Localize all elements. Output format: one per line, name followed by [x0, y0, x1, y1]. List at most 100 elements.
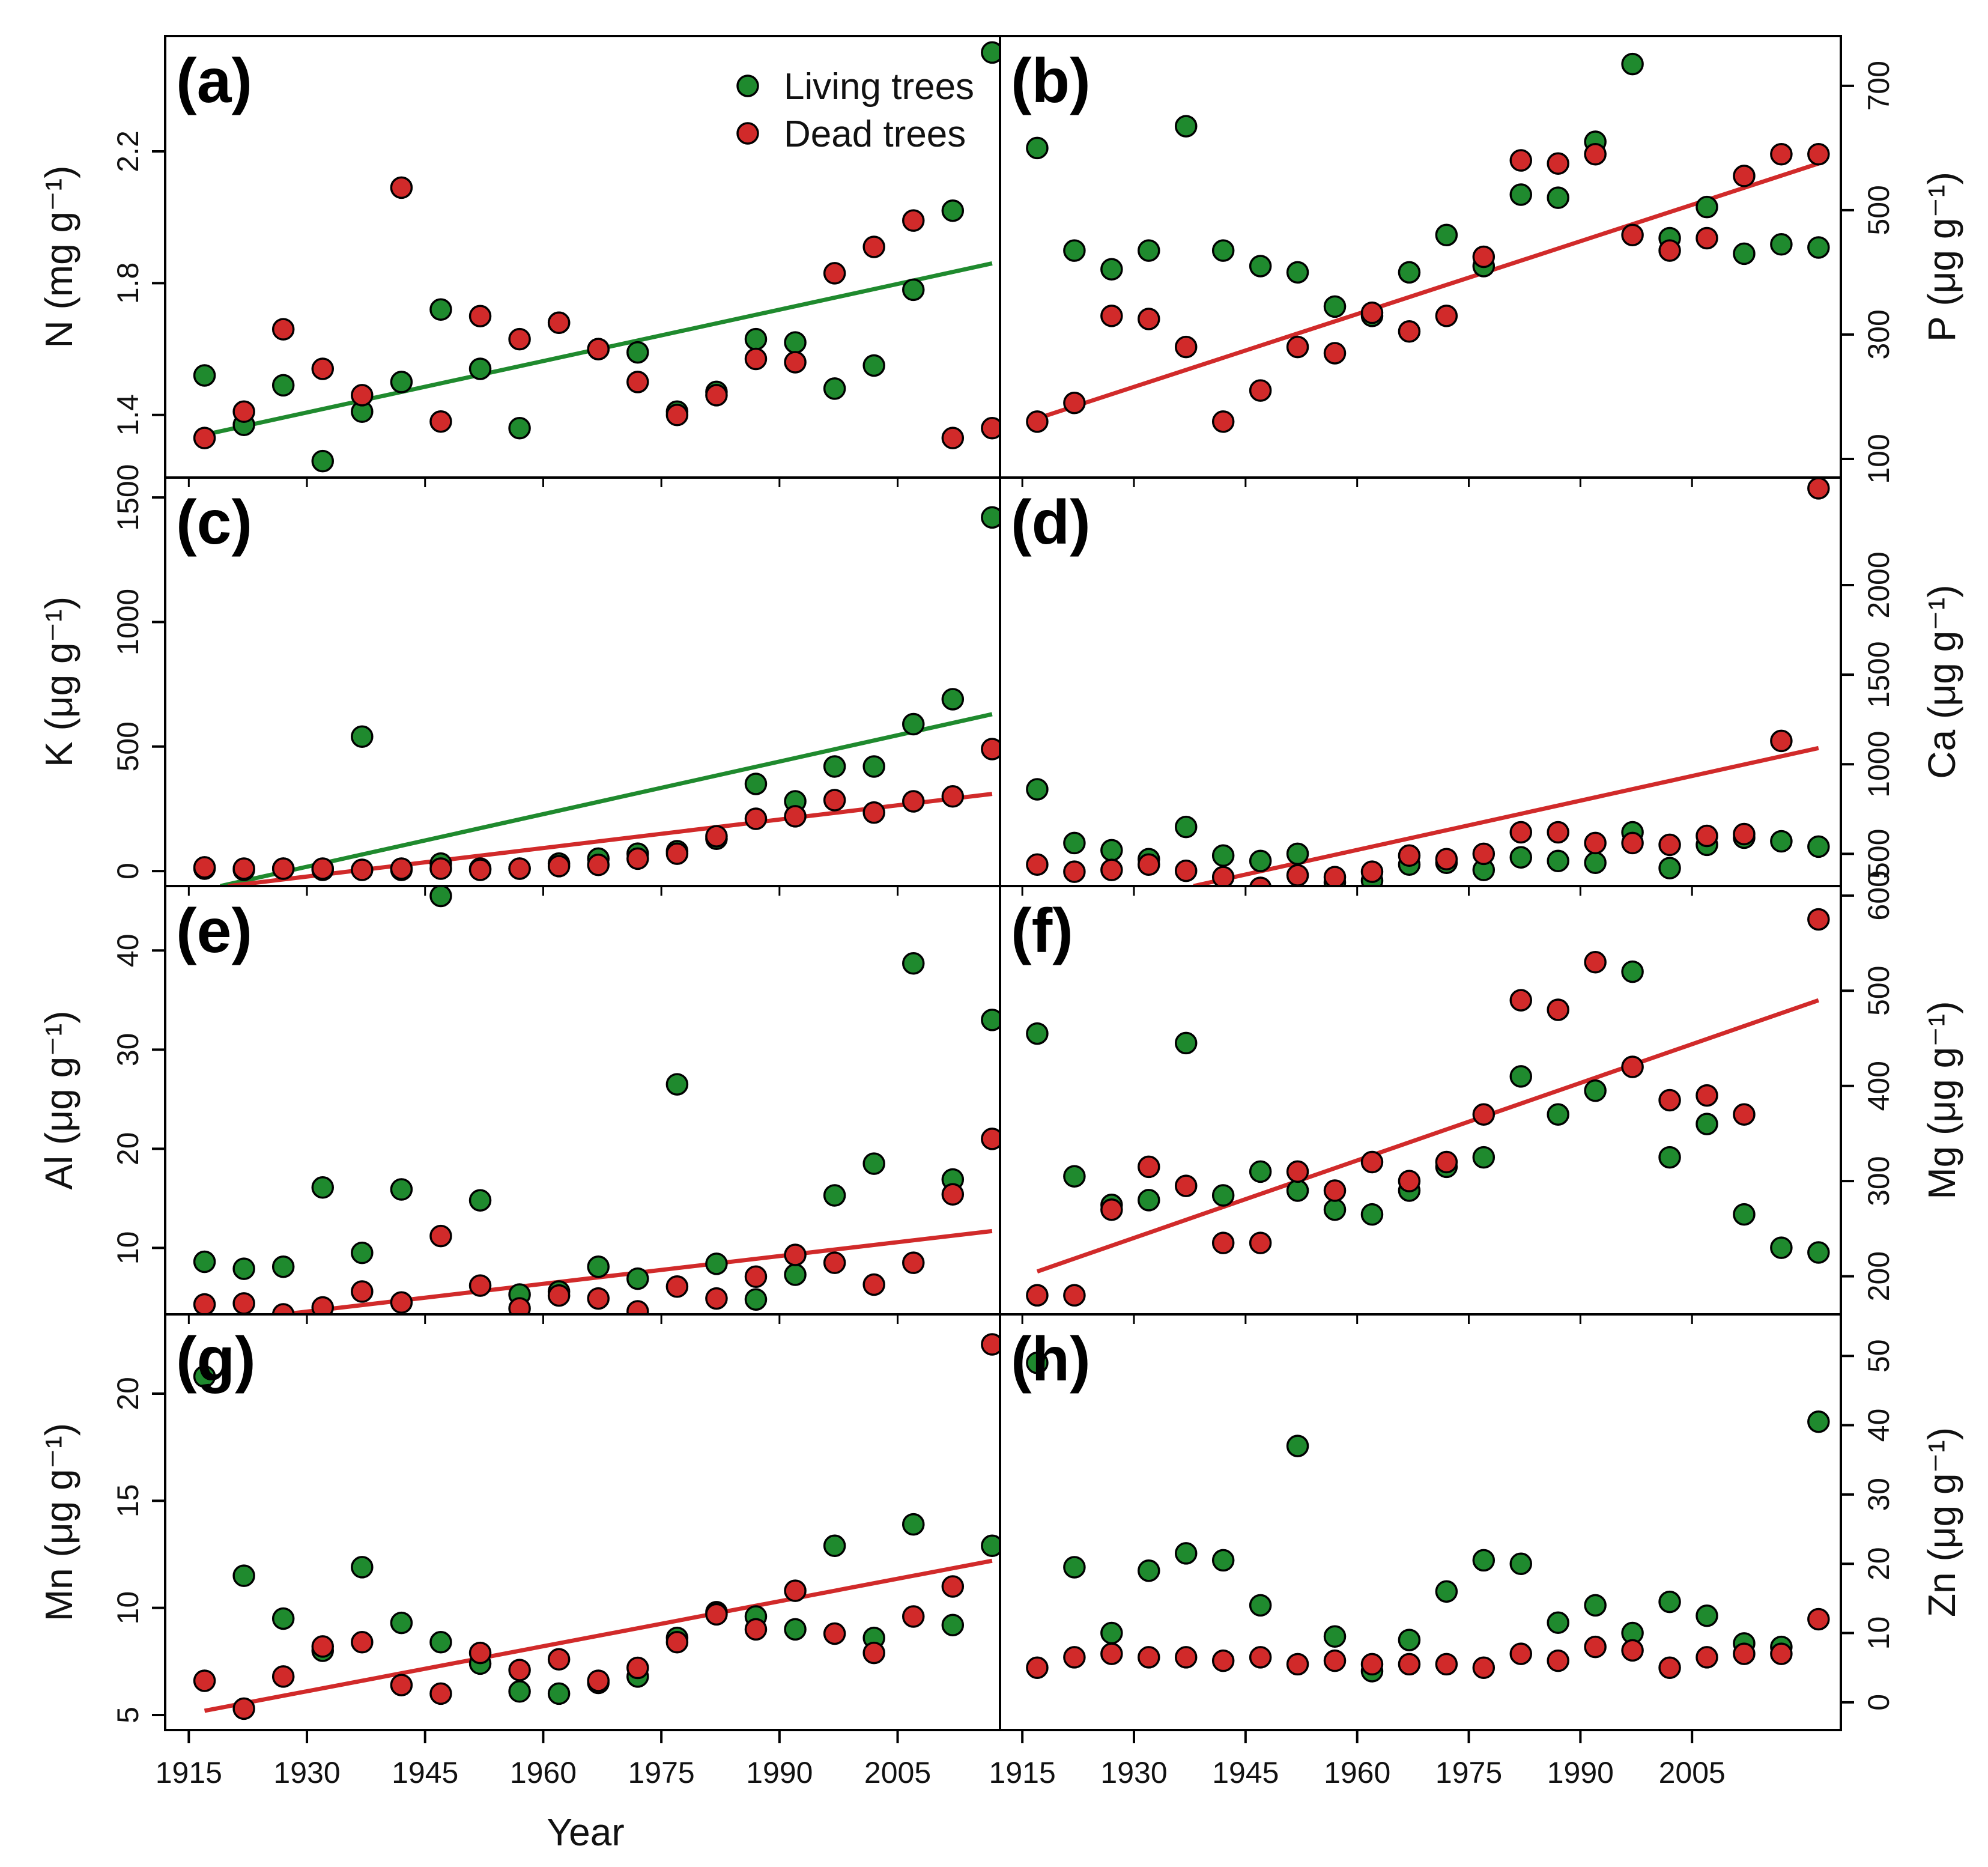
dead-point	[1770, 142, 1793, 166]
dead-point	[1100, 305, 1123, 327]
dead-point	[626, 847, 649, 870]
living-point	[232, 1564, 255, 1587]
living-point	[902, 278, 925, 302]
y-tick-label: 400	[1862, 1061, 1896, 1111]
living-point	[1696, 195, 1718, 219]
dead-point	[351, 1280, 374, 1303]
dead-point	[1472, 1103, 1496, 1126]
panel-title: (f)	[1011, 896, 1073, 966]
dead-point	[232, 1697, 255, 1720]
living-point	[1547, 849, 1569, 872]
living-point	[1398, 1629, 1421, 1651]
y-tick-label: 2.2	[111, 130, 145, 172]
y-axis-label: Al (μg g⁻¹)	[37, 1010, 80, 1189]
dead-point	[1211, 1649, 1235, 1672]
dead-point	[1509, 821, 1533, 844]
dead-point	[1026, 1284, 1049, 1307]
dead-point	[390, 1291, 413, 1314]
living-point	[1063, 1556, 1086, 1579]
dead-point	[665, 404, 689, 427]
y-tick-label: 1000	[111, 589, 145, 655]
living-point	[1286, 1179, 1309, 1202]
dead-point	[823, 789, 846, 812]
living-point	[981, 1534, 1000, 1557]
dead-point	[508, 857, 531, 880]
living-point	[1323, 1198, 1347, 1221]
living-point	[311, 1176, 335, 1199]
living-point	[1658, 1146, 1681, 1169]
dead-point	[1658, 833, 1681, 857]
y-tick-label: 1.8	[111, 263, 145, 305]
x-axis-label: Year	[547, 1811, 624, 1854]
y-tick-label: 1000	[1862, 731, 1896, 798]
living-point	[981, 506, 1000, 529]
panel-c: (c) 0 500 1000 1500 K (μg g⁻¹)	[37, 464, 1000, 886]
panel-title: (h)	[1011, 1325, 1091, 1394]
dead-point	[1658, 1088, 1681, 1112]
living-point	[1286, 842, 1309, 866]
x-tick-label: 1990	[746, 1756, 813, 1790]
living-point	[508, 416, 531, 440]
living-point	[1733, 242, 1756, 266]
legend-marker-living	[736, 74, 759, 97]
dead-point	[1211, 1231, 1235, 1254]
living-point	[1323, 295, 1347, 318]
dead-point	[784, 1243, 807, 1266]
dead-point	[902, 209, 925, 232]
dead-point	[1100, 858, 1123, 881]
dead-point	[429, 1682, 452, 1705]
trend-line-dead	[204, 1558, 993, 1713]
living-point	[981, 1009, 1000, 1031]
legend-label-dead: Dead trees	[784, 114, 966, 155]
x-tick-label: 1945	[392, 1756, 458, 1790]
dead-point	[941, 1575, 965, 1598]
dead-point	[862, 801, 885, 824]
living-point	[1286, 1434, 1309, 1457]
dead-point	[547, 855, 571, 878]
dead-point	[1621, 223, 1644, 247]
dead-point	[1138, 853, 1160, 876]
dead-point	[468, 1274, 492, 1297]
y-tick-label: 20	[111, 1377, 145, 1410]
living-point	[351, 725, 374, 748]
dead-point	[862, 1641, 885, 1665]
dead-point	[1026, 1656, 1049, 1679]
x-tick-label: 1945	[1212, 1756, 1279, 1790]
y-tick-label: 10	[1862, 1617, 1896, 1650]
living-point	[1138, 239, 1160, 262]
living-point	[587, 1255, 610, 1278]
dead-point	[232, 400, 255, 423]
dead-point	[1435, 1150, 1458, 1174]
dead-point	[390, 176, 413, 199]
living-point	[1435, 1580, 1458, 1603]
dead-point	[587, 1287, 610, 1310]
dead-point	[1733, 822, 1756, 846]
living-point	[1323, 1625, 1347, 1648]
living-point	[902, 1513, 925, 1536]
dead-point	[1063, 1646, 1086, 1669]
living-point	[271, 1607, 295, 1630]
living-point	[1509, 183, 1533, 206]
dead-point	[1174, 1646, 1198, 1669]
living-point	[902, 952, 925, 975]
y-axis-label: K (μg g⁻¹)	[37, 597, 80, 767]
dead-point	[1063, 860, 1086, 883]
dead-point	[784, 351, 807, 374]
panel-g: (g) 5 10 15 20 Mn (μg g⁻¹)	[37, 1325, 1000, 1723]
dead-point	[941, 1183, 965, 1206]
dead-point	[1360, 860, 1384, 883]
dead-point	[587, 854, 610, 876]
y-tick-label: 1500	[111, 464, 145, 531]
dead-point	[1360, 1653, 1384, 1676]
living-point	[1063, 1165, 1086, 1188]
living-point	[1770, 233, 1793, 256]
panel-title: (g)	[176, 1325, 256, 1394]
dead-point	[1696, 1646, 1718, 1669]
dead-point	[193, 1293, 216, 1314]
dead-point	[1138, 1155, 1160, 1179]
dead-point	[1138, 308, 1160, 330]
living-point	[862, 354, 885, 377]
dead-point	[744, 1265, 768, 1289]
living-point	[1696, 1113, 1718, 1135]
legend-label-living: Living trees	[784, 66, 974, 108]
